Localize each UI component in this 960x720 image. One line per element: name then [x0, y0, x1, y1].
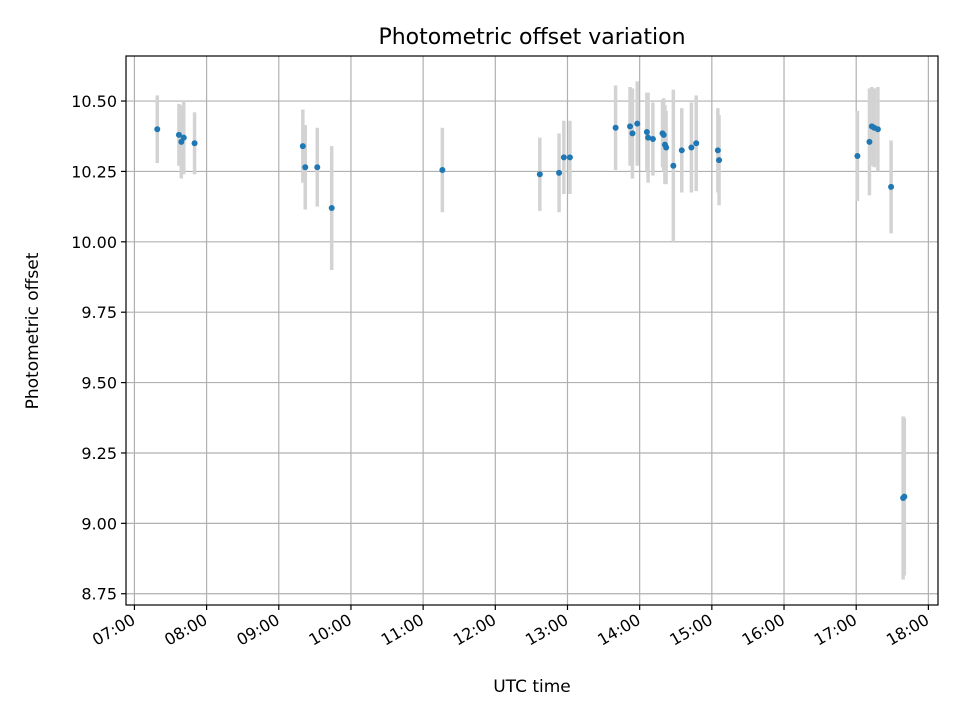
grid	[126, 56, 938, 605]
y-tick-label: 8.75	[81, 585, 117, 604]
data-point	[888, 183, 895, 190]
data-point	[874, 126, 881, 133]
x-tick-label: 11:00	[378, 610, 427, 650]
data-point	[566, 154, 573, 161]
data-point	[560, 154, 567, 161]
data-point	[302, 164, 309, 171]
x-tick-label: 18:00	[883, 610, 932, 650]
data-point	[634, 120, 641, 127]
x-tick-label: 13:00	[522, 610, 571, 650]
data-point	[154, 126, 161, 133]
data-point	[693, 140, 700, 147]
data-point	[439, 167, 446, 174]
x-tick-label: 10:00	[306, 610, 355, 650]
data-point	[328, 205, 335, 212]
data-point	[901, 493, 908, 500]
data-point	[866, 138, 873, 145]
data-point	[663, 144, 670, 151]
data-point	[649, 136, 656, 143]
y-tick-label: 9.50	[81, 374, 117, 393]
data-point	[643, 129, 650, 136]
data-point	[314, 164, 321, 171]
data-point	[627, 123, 634, 130]
data-point	[660, 131, 667, 138]
x-axis-label: UTC time	[493, 677, 571, 697]
data-point	[670, 162, 677, 169]
axis-ticks: 07:00 08:00 09:00 10:00 11:00 12:00 13:00 14:00…	[71, 92, 932, 649]
x-tick-label: 17:00	[811, 610, 860, 650]
data-point	[714, 147, 721, 154]
data-point	[180, 134, 187, 141]
data-point	[678, 147, 685, 154]
data-point	[175, 131, 182, 138]
x-tick-label: 14:00	[594, 610, 643, 650]
y-axis-label: Photometric offset	[23, 252, 43, 409]
chart-title: Photometric offset variation	[378, 25, 685, 50]
data-point	[716, 157, 723, 164]
data-points	[154, 120, 908, 502]
data-point	[629, 130, 636, 137]
y-tick-label: 10.00	[71, 233, 117, 252]
x-tick-label: 12:00	[450, 610, 499, 650]
data-point	[612, 124, 619, 131]
data-point	[556, 169, 563, 176]
data-point	[536, 171, 543, 178]
data-point	[854, 152, 861, 159]
data-point	[688, 144, 695, 151]
data-point	[645, 134, 652, 141]
x-tick-label: 16:00	[739, 610, 788, 650]
x-tick-label: 09:00	[233, 610, 282, 650]
error-bars	[155, 81, 907, 580]
x-tick-label: 15:00	[666, 610, 715, 650]
y-tick-label: 9.75	[81, 303, 117, 322]
y-tick-label: 10.25	[71, 162, 117, 181]
data-point	[299, 143, 306, 150]
plot-frame	[125, 55, 939, 606]
x-tick-label: 08:00	[161, 610, 210, 650]
data-point	[191, 140, 198, 147]
y-tick-label: 9.25	[81, 444, 117, 463]
y-tick-label: 9.00	[81, 514, 117, 533]
x-tick-label: 07:00	[89, 610, 138, 650]
y-tick-label: 10.50	[71, 92, 117, 111]
